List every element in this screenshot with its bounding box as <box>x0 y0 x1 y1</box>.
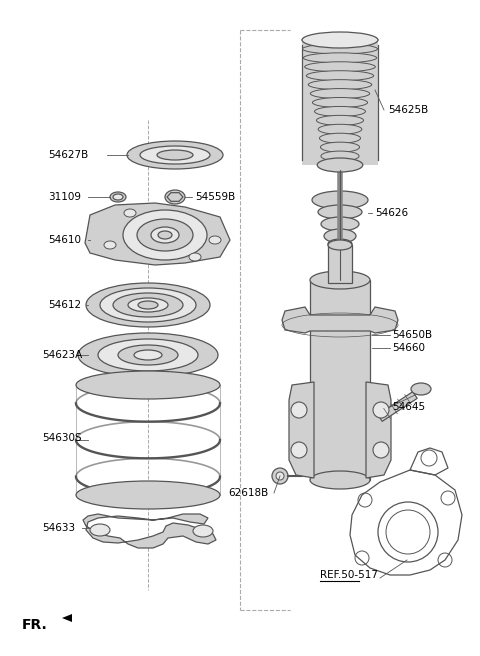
Ellipse shape <box>373 442 389 458</box>
Ellipse shape <box>311 89 370 98</box>
Ellipse shape <box>209 236 221 244</box>
Ellipse shape <box>310 271 370 289</box>
Text: 54610: 54610 <box>48 235 81 245</box>
Polygon shape <box>289 382 314 478</box>
Polygon shape <box>62 614 72 622</box>
Ellipse shape <box>165 190 185 204</box>
Ellipse shape <box>302 44 377 54</box>
Ellipse shape <box>76 371 220 399</box>
Ellipse shape <box>312 98 368 108</box>
Text: 54625B: 54625B <box>388 105 428 115</box>
Ellipse shape <box>328 240 352 250</box>
Ellipse shape <box>303 53 377 63</box>
Ellipse shape <box>291 442 307 458</box>
Ellipse shape <box>312 191 368 209</box>
Ellipse shape <box>328 239 352 249</box>
Text: 62618B: 62618B <box>228 488 268 498</box>
Ellipse shape <box>151 227 179 243</box>
Ellipse shape <box>276 472 284 480</box>
Ellipse shape <box>306 71 373 81</box>
Ellipse shape <box>308 79 372 90</box>
Polygon shape <box>366 382 391 478</box>
Polygon shape <box>85 203 230 265</box>
Text: 54559B: 54559B <box>195 192 235 202</box>
Ellipse shape <box>305 62 375 72</box>
Ellipse shape <box>302 32 378 48</box>
Text: 54630S: 54630S <box>42 433 82 443</box>
Text: 54623A: 54623A <box>42 350 82 360</box>
Ellipse shape <box>98 339 198 371</box>
Ellipse shape <box>157 150 193 160</box>
Ellipse shape <box>123 210 207 260</box>
Ellipse shape <box>411 383 431 395</box>
Text: 54660: 54660 <box>392 343 425 353</box>
Ellipse shape <box>110 192 126 202</box>
Polygon shape <box>282 307 398 333</box>
Ellipse shape <box>78 333 218 377</box>
Ellipse shape <box>310 471 370 489</box>
Ellipse shape <box>318 124 362 134</box>
Ellipse shape <box>128 298 168 312</box>
Ellipse shape <box>138 301 158 309</box>
Ellipse shape <box>320 133 360 143</box>
Text: 54650B: 54650B <box>392 330 432 340</box>
Text: 54633: 54633 <box>42 523 75 533</box>
Ellipse shape <box>272 468 288 484</box>
Ellipse shape <box>302 35 378 45</box>
Text: REF.50-517: REF.50-517 <box>320 570 378 580</box>
Polygon shape <box>83 514 216 548</box>
Ellipse shape <box>321 142 360 152</box>
Ellipse shape <box>324 229 356 243</box>
Ellipse shape <box>140 146 210 164</box>
Ellipse shape <box>373 402 389 418</box>
Text: 54645: 54645 <box>392 402 425 412</box>
Text: 54626: 54626 <box>375 208 408 218</box>
Ellipse shape <box>291 402 307 418</box>
Ellipse shape <box>113 293 183 317</box>
Bar <box>302 40 378 165</box>
Bar <box>310 280 370 480</box>
Ellipse shape <box>104 241 116 249</box>
Bar <box>328 245 352 283</box>
Ellipse shape <box>321 151 359 161</box>
Ellipse shape <box>118 345 178 365</box>
Ellipse shape <box>193 525 213 537</box>
Ellipse shape <box>86 283 210 327</box>
Ellipse shape <box>137 219 193 251</box>
Ellipse shape <box>318 205 362 219</box>
Text: 31109: 31109 <box>48 192 81 202</box>
Ellipse shape <box>317 158 363 172</box>
Text: 54627B: 54627B <box>48 150 88 160</box>
Ellipse shape <box>100 288 196 322</box>
Text: 54612: 54612 <box>48 300 81 310</box>
Ellipse shape <box>321 217 359 231</box>
Polygon shape <box>167 193 183 201</box>
Ellipse shape <box>189 253 201 261</box>
Ellipse shape <box>113 194 123 200</box>
Polygon shape <box>378 392 417 421</box>
Text: FR.: FR. <box>22 618 48 632</box>
Ellipse shape <box>124 209 136 217</box>
Ellipse shape <box>314 106 365 116</box>
Ellipse shape <box>90 524 110 536</box>
Ellipse shape <box>134 350 162 360</box>
Ellipse shape <box>316 115 363 125</box>
Ellipse shape <box>321 160 359 170</box>
Ellipse shape <box>127 141 223 169</box>
Ellipse shape <box>158 231 172 239</box>
Ellipse shape <box>76 481 220 509</box>
